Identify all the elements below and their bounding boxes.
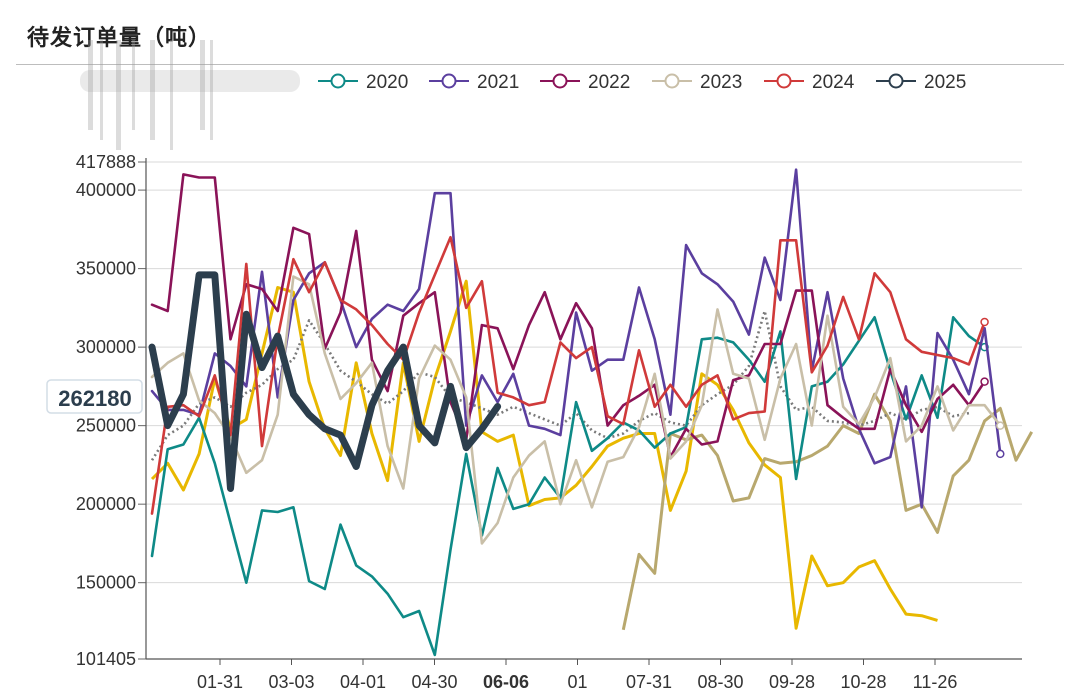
chart-title: 待发订单量（吨）: [27, 26, 212, 51]
x-tick-label: 04-01: [340, 672, 386, 692]
series-end-marker: [980, 377, 989, 386]
x-tick-label: 11-26: [913, 672, 958, 692]
legend-swatch-marker: [330, 73, 346, 89]
y-tick-label: 400000: [76, 180, 136, 200]
legend-swatch-marker: [888, 73, 904, 89]
y-tick-label: 300000: [76, 337, 136, 357]
x-tick-label: 06-06: [483, 672, 529, 692]
legend-item-2022: 2022: [540, 72, 630, 93]
legend-swatch-marker: [776, 73, 792, 89]
watermark-streak: [150, 40, 155, 140]
watermark-streak: [116, 40, 121, 150]
watermark-streak: [100, 40, 103, 140]
x-tick-label: 03-03: [268, 672, 314, 692]
legend-swatch-marker: [441, 73, 457, 89]
x-tick-label: 01: [567, 672, 587, 692]
legend-item-2023: 2023: [652, 72, 742, 93]
series-line-2020: [150, 315, 986, 657]
watermark-blur: [80, 40, 300, 150]
y-tick-label: 417888: [76, 152, 136, 172]
watermark-bar: [80, 70, 300, 92]
x-tick-label: 08-30: [697, 672, 743, 692]
legend-label: 2022: [588, 72, 630, 93]
legend-label: 2023: [700, 72, 742, 93]
legend-item-2025: 2025: [876, 72, 966, 93]
x-tick-label: 09-28: [769, 672, 815, 692]
x-tick-label: 01-31: [197, 672, 243, 692]
watermark-streak: [88, 40, 93, 130]
axes: [145, 158, 1022, 660]
watermark-streak: [210, 40, 213, 140]
legend-label: 2025: [924, 72, 966, 93]
title-divider: [16, 64, 1064, 65]
extra-series-line: [150, 309, 970, 461]
legend-label: 2024: [812, 72, 855, 93]
value-callout-text: 262180: [58, 386, 131, 411]
y-axis-ticks: 417888 400000 350000 300000 250000 200000 1500…: [76, 152, 146, 669]
watermark-streak: [132, 40, 135, 130]
legend-item-2024: 2024: [764, 72, 855, 93]
y-tick-label: 350000: [76, 259, 136, 279]
y-tick-label: 250000: [76, 416, 136, 436]
legend-item-2021: 2021: [429, 72, 519, 93]
series-end-marker: [996, 421, 1005, 430]
watermark-streak: [200, 40, 205, 130]
x-axis-ticks: 01-31 03-03 04-01 04-30 06-06 01 07-31 08-30 09-…: [197, 659, 957, 692]
x-tick-label: 10-28: [840, 672, 886, 692]
series-lines: [148, 168, 1034, 657]
y-tick-label: 150000: [76, 573, 136, 593]
x-tick-label: 07-31: [626, 672, 672, 692]
value-callout-box: [46, 379, 143, 414]
series-line-2023: [150, 275, 1002, 545]
watermark-streak: [170, 40, 173, 150]
x-tick-label: 04-30: [411, 672, 457, 692]
series-line-2025: [148, 271, 502, 492]
series-line-2024: [150, 235, 986, 515]
legend-item-2020: 2020: [318, 72, 408, 93]
extra-series-line: [621, 392, 1034, 631]
legend-swatch-marker: [552, 73, 568, 89]
legend-label: 2020: [366, 72, 408, 93]
current-value-callout: 262180: [46, 379, 143, 414]
series-end-marker: [980, 317, 989, 327]
legend: 2020 2021 2022 2023 2024 2025: [318, 72, 966, 93]
legend-label: 2021: [477, 72, 519, 93]
legend-swatch-marker: [664, 73, 680, 89]
series-line-2022: [150, 173, 986, 459]
y-tick-label: 101405: [76, 649, 136, 669]
y-tick-label: 200000: [76, 494, 136, 514]
series-end-marker: [996, 449, 1005, 459]
